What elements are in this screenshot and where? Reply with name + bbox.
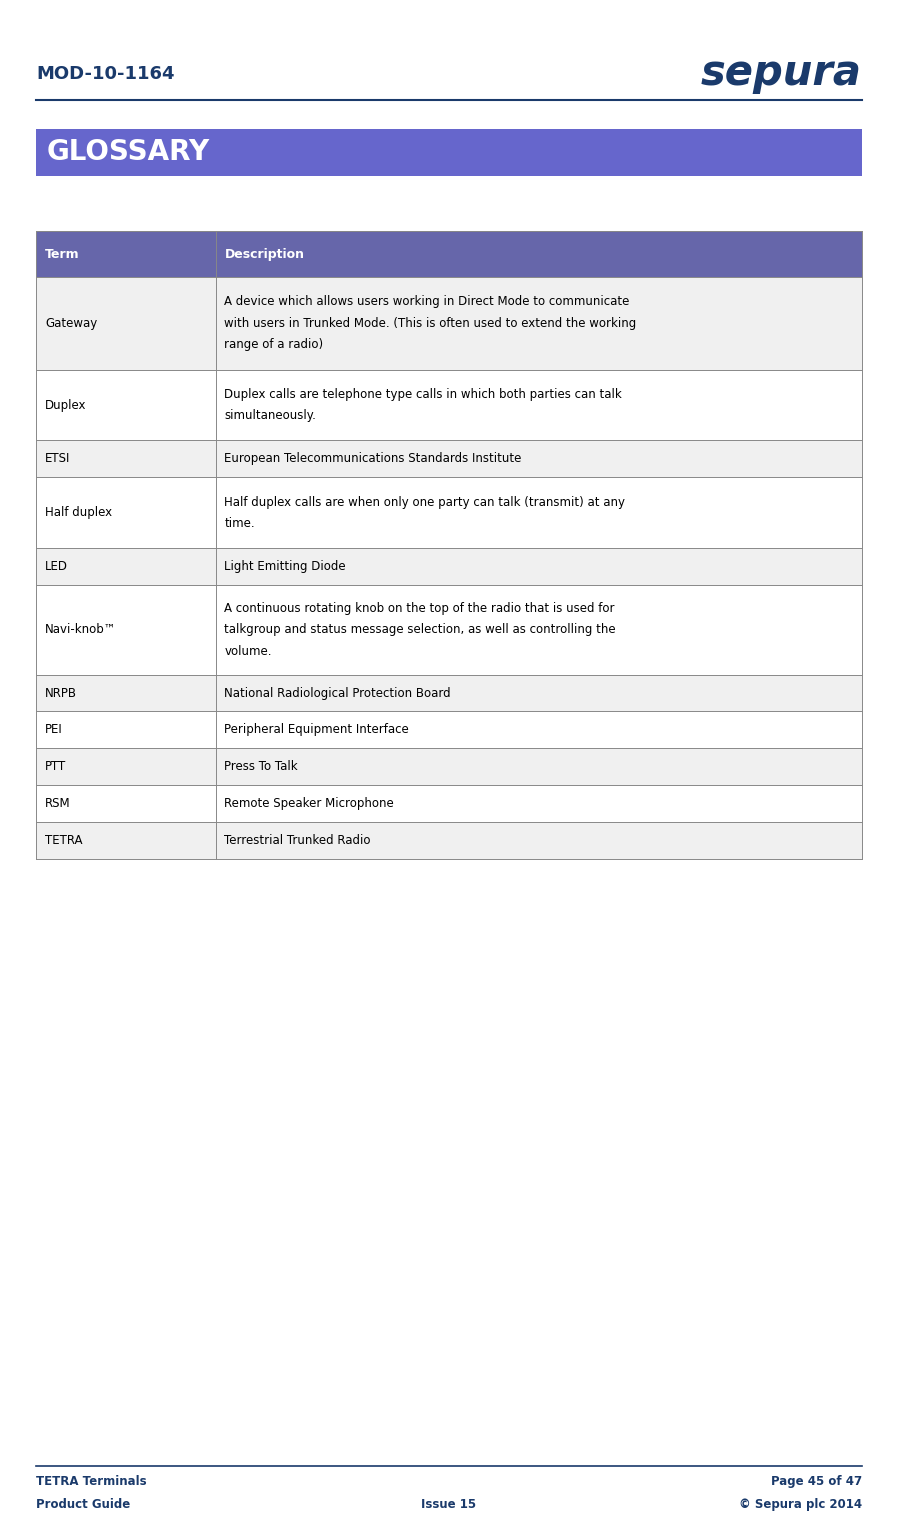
Text: Issue 15: Issue 15 bbox=[421, 1498, 477, 1511]
Text: TETRA: TETRA bbox=[45, 835, 83, 847]
FancyBboxPatch shape bbox=[36, 477, 862, 548]
Text: talkgroup and status message selection, as well as controlling the: talkgroup and status message selection, … bbox=[224, 624, 616, 636]
FancyBboxPatch shape bbox=[36, 585, 862, 675]
Text: Terrestrial Trunked Radio: Terrestrial Trunked Radio bbox=[224, 835, 371, 847]
Text: Product Guide: Product Guide bbox=[36, 1498, 130, 1511]
Text: Half duplex: Half duplex bbox=[45, 507, 112, 519]
Text: MOD-10-1164: MOD-10-1164 bbox=[36, 65, 174, 83]
FancyBboxPatch shape bbox=[36, 440, 862, 477]
Text: Duplex calls are telephone type calls in which both parties can talk: Duplex calls are telephone type calls in… bbox=[224, 388, 622, 400]
Text: volume.: volume. bbox=[224, 645, 272, 658]
Text: © Sepura plc 2014: © Sepura plc 2014 bbox=[739, 1498, 862, 1511]
Text: RSM: RSM bbox=[45, 798, 71, 810]
Text: NRPB: NRPB bbox=[45, 687, 77, 699]
Text: Description: Description bbox=[224, 248, 304, 260]
FancyBboxPatch shape bbox=[36, 370, 862, 440]
FancyBboxPatch shape bbox=[36, 785, 862, 822]
FancyBboxPatch shape bbox=[36, 748, 862, 785]
Text: Remote Speaker Microphone: Remote Speaker Microphone bbox=[224, 798, 394, 810]
FancyBboxPatch shape bbox=[36, 129, 862, 176]
FancyBboxPatch shape bbox=[36, 277, 862, 370]
Text: Light Emitting Diode: Light Emitting Diode bbox=[224, 561, 346, 573]
FancyBboxPatch shape bbox=[36, 675, 862, 711]
Text: PEI: PEI bbox=[45, 724, 63, 736]
FancyBboxPatch shape bbox=[36, 548, 862, 585]
Text: Duplex: Duplex bbox=[45, 399, 86, 411]
Text: A device which allows users working in Direct Mode to communicate: A device which allows users working in D… bbox=[224, 296, 629, 308]
Text: European Telecommunications Standards Institute: European Telecommunications Standards In… bbox=[224, 453, 522, 465]
Text: Press To Talk: Press To Talk bbox=[224, 761, 298, 773]
Text: range of a radio): range of a radio) bbox=[224, 339, 323, 351]
Text: TETRA Terminals: TETRA Terminals bbox=[36, 1475, 146, 1488]
Text: Term: Term bbox=[45, 248, 80, 260]
Text: GLOSSARY: GLOSSARY bbox=[47, 139, 210, 166]
Text: simultaneously.: simultaneously. bbox=[224, 410, 316, 422]
Text: Page 45 of 47: Page 45 of 47 bbox=[771, 1475, 862, 1488]
Text: Gateway: Gateway bbox=[45, 317, 97, 330]
FancyBboxPatch shape bbox=[36, 231, 862, 277]
Text: Half duplex calls are when only one party can talk (transmit) at any: Half duplex calls are when only one part… bbox=[224, 496, 626, 508]
Text: with users in Trunked Mode. (This is often used to extend the working: with users in Trunked Mode. (This is oft… bbox=[224, 317, 637, 330]
Text: ETSI: ETSI bbox=[45, 453, 70, 465]
Text: sepura: sepura bbox=[701, 52, 862, 94]
FancyBboxPatch shape bbox=[36, 711, 862, 748]
Text: time.: time. bbox=[224, 517, 255, 530]
Text: Navi-knob™: Navi-knob™ bbox=[45, 624, 117, 636]
Text: National Radiological Protection Board: National Radiological Protection Board bbox=[224, 687, 451, 699]
Text: Peripheral Equipment Interface: Peripheral Equipment Interface bbox=[224, 724, 409, 736]
Text: LED: LED bbox=[45, 561, 68, 573]
Text: PTT: PTT bbox=[45, 761, 66, 773]
Text: A continuous rotating knob on the top of the radio that is used for: A continuous rotating knob on the top of… bbox=[224, 602, 615, 614]
FancyBboxPatch shape bbox=[36, 822, 862, 859]
